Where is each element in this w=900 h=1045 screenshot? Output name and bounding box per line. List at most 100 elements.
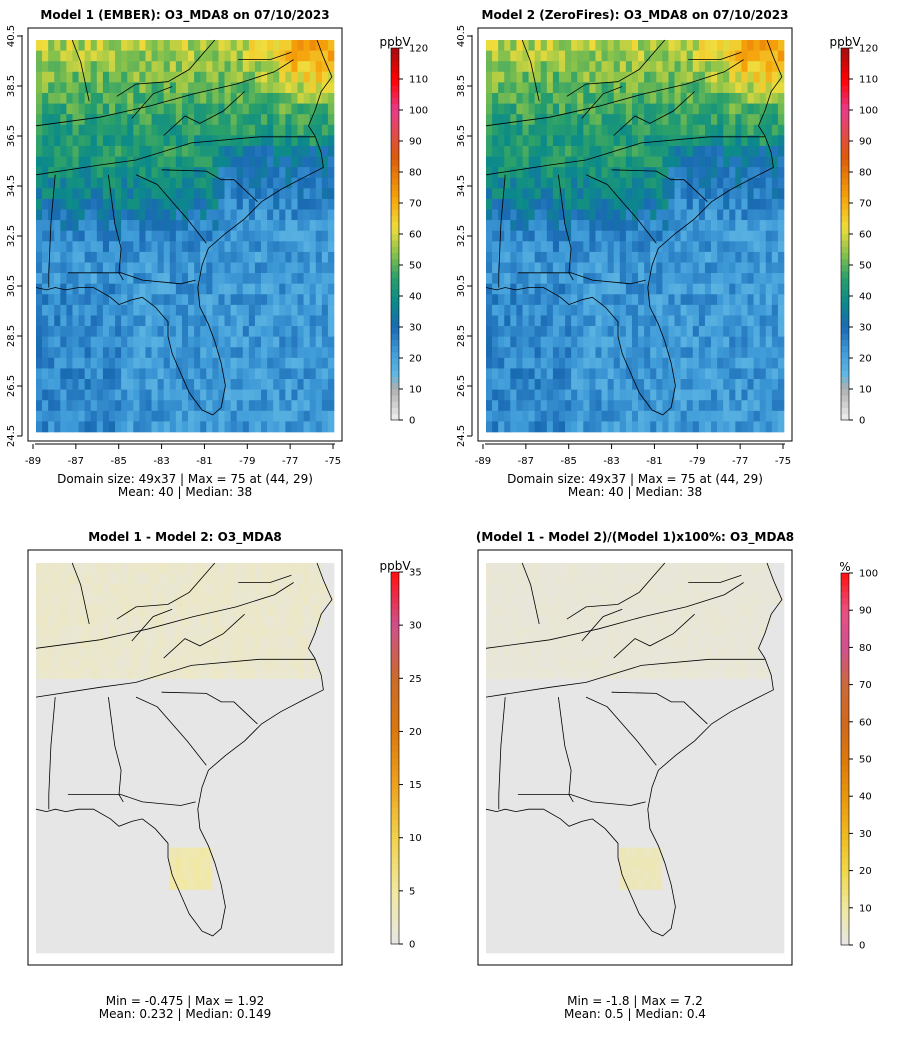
heatmap-cell bbox=[54, 315, 61, 327]
heatmap-cell bbox=[631, 251, 639, 263]
heatmap-cell bbox=[267, 177, 274, 189]
heatmap-cell bbox=[613, 103, 621, 115]
heatmap-cell bbox=[589, 421, 596, 433]
heatmap-cell bbox=[747, 61, 754, 73]
heatmap-cell bbox=[60, 868, 67, 880]
heatmap-cell bbox=[601, 347, 608, 359]
heatmap-cell bbox=[644, 326, 651, 337]
heatmap-cell bbox=[163, 815, 171, 827]
heatmap-cell bbox=[206, 700, 213, 711]
heatmap-cell bbox=[607, 251, 615, 263]
heatmap-cell bbox=[72, 220, 79, 232]
heatmap-cell bbox=[698, 198, 706, 210]
heatmap-cell bbox=[115, 879, 122, 891]
heatmap-cell bbox=[638, 304, 645, 316]
legend-tick-label: 30 bbox=[409, 323, 422, 334]
heatmap-cell bbox=[115, 50, 122, 62]
heatmap-cell bbox=[115, 326, 122, 337]
heatmap-cell bbox=[224, 230, 231, 242]
heatmap-cell bbox=[747, 114, 754, 126]
heatmap-cell bbox=[589, 410, 596, 422]
heatmap-cell bbox=[145, 251, 152, 263]
heatmap-cell bbox=[558, 273, 566, 285]
heatmap-cell bbox=[303, 294, 311, 306]
heatmap-cell bbox=[206, 283, 213, 295]
heatmap-cell bbox=[261, 262, 268, 274]
heatmap-cell bbox=[273, 326, 280, 337]
heatmap-cell bbox=[84, 389, 92, 401]
heatmap-cell bbox=[248, 92, 256, 104]
heatmap-cell bbox=[303, 400, 311, 412]
heatmap-cell bbox=[188, 626, 195, 638]
heatmap-cell bbox=[619, 368, 627, 380]
state-border bbox=[71, 39, 90, 102]
heatmap-cell bbox=[139, 61, 146, 73]
heatmap-cell bbox=[698, 251, 706, 263]
heatmap-cell bbox=[741, 421, 748, 433]
heatmap-cell bbox=[139, 689, 146, 701]
heatmap-cell bbox=[638, 421, 645, 433]
heatmap-cell bbox=[48, 135, 55, 147]
heatmap-cell bbox=[84, 61, 92, 73]
heatmap-cell bbox=[96, 605, 104, 617]
heatmap-cell bbox=[759, 421, 767, 433]
heatmap-cell bbox=[686, 230, 694, 242]
heatmap-cell bbox=[747, 315, 754, 327]
heatmap-cell bbox=[151, 103, 158, 115]
heatmap-cell bbox=[157, 421, 165, 433]
heatmap-cell bbox=[741, 357, 748, 369]
heatmap-cell bbox=[704, 114, 712, 126]
heatmap-cell bbox=[72, 167, 79, 179]
heatmap-cell bbox=[686, 421, 694, 433]
heatmap-cell bbox=[181, 326, 189, 337]
heatmap-cell bbox=[528, 294, 535, 306]
heatmap-cell bbox=[735, 230, 742, 242]
heatmap-cell bbox=[54, 61, 61, 73]
heatmap-cell bbox=[151, 209, 158, 221]
legend-swatch bbox=[841, 79, 849, 86]
heatmap-cell bbox=[36, 92, 43, 104]
heatmap-cell bbox=[121, 220, 128, 232]
heatmap-cell bbox=[151, 942, 158, 954]
heatmap-cell bbox=[692, 347, 700, 359]
heatmap-cell bbox=[127, 114, 134, 126]
heatmap-cell bbox=[261, 294, 268, 306]
heatmap-cell bbox=[711, 357, 718, 369]
heatmap-cell bbox=[644, 410, 651, 422]
heatmap-cell bbox=[175, 763, 183, 775]
heatmap-cell bbox=[638, 357, 645, 369]
heatmap-cell bbox=[236, 71, 244, 83]
heatmap-cell bbox=[181, 700, 189, 711]
heatmap-cell bbox=[90, 657, 98, 669]
heatmap-cell bbox=[133, 209, 140, 221]
heatmap-cell bbox=[546, 389, 554, 401]
heatmap-cell bbox=[534, 114, 542, 126]
heatmap-cell bbox=[552, 177, 560, 189]
heatmap-cell bbox=[552, 188, 560, 200]
heatmap-cell bbox=[127, 273, 134, 285]
heatmap-cell bbox=[735, 209, 742, 221]
heatmap-cell bbox=[498, 326, 505, 337]
heatmap-cell bbox=[145, 103, 152, 115]
heatmap-cell bbox=[84, 636, 92, 648]
heatmap-cell bbox=[90, 868, 98, 880]
heatmap-cell bbox=[546, 410, 554, 422]
heatmap-cell bbox=[102, 347, 110, 359]
heatmap-cell bbox=[84, 752, 92, 764]
heatmap-cell bbox=[127, 689, 134, 701]
heatmap-cell bbox=[285, 304, 292, 316]
heatmap-cell bbox=[194, 815, 201, 827]
heatmap-cell bbox=[218, 262, 225, 274]
heatmap-cell bbox=[169, 678, 177, 690]
heatmap-cell bbox=[747, 145, 754, 157]
heatmap-cell bbox=[169, 389, 177, 401]
heatmap-cell bbox=[729, 103, 736, 115]
heatmap-cell bbox=[200, 889, 207, 901]
heatmap-cell bbox=[279, 357, 286, 369]
heatmap-cell bbox=[218, 251, 225, 263]
heatmap-cell bbox=[522, 336, 529, 348]
heatmap-cell bbox=[115, 145, 122, 157]
heatmap-cell bbox=[674, 315, 681, 327]
heatmap-cell bbox=[571, 336, 578, 348]
heatmap-cell bbox=[650, 209, 657, 221]
